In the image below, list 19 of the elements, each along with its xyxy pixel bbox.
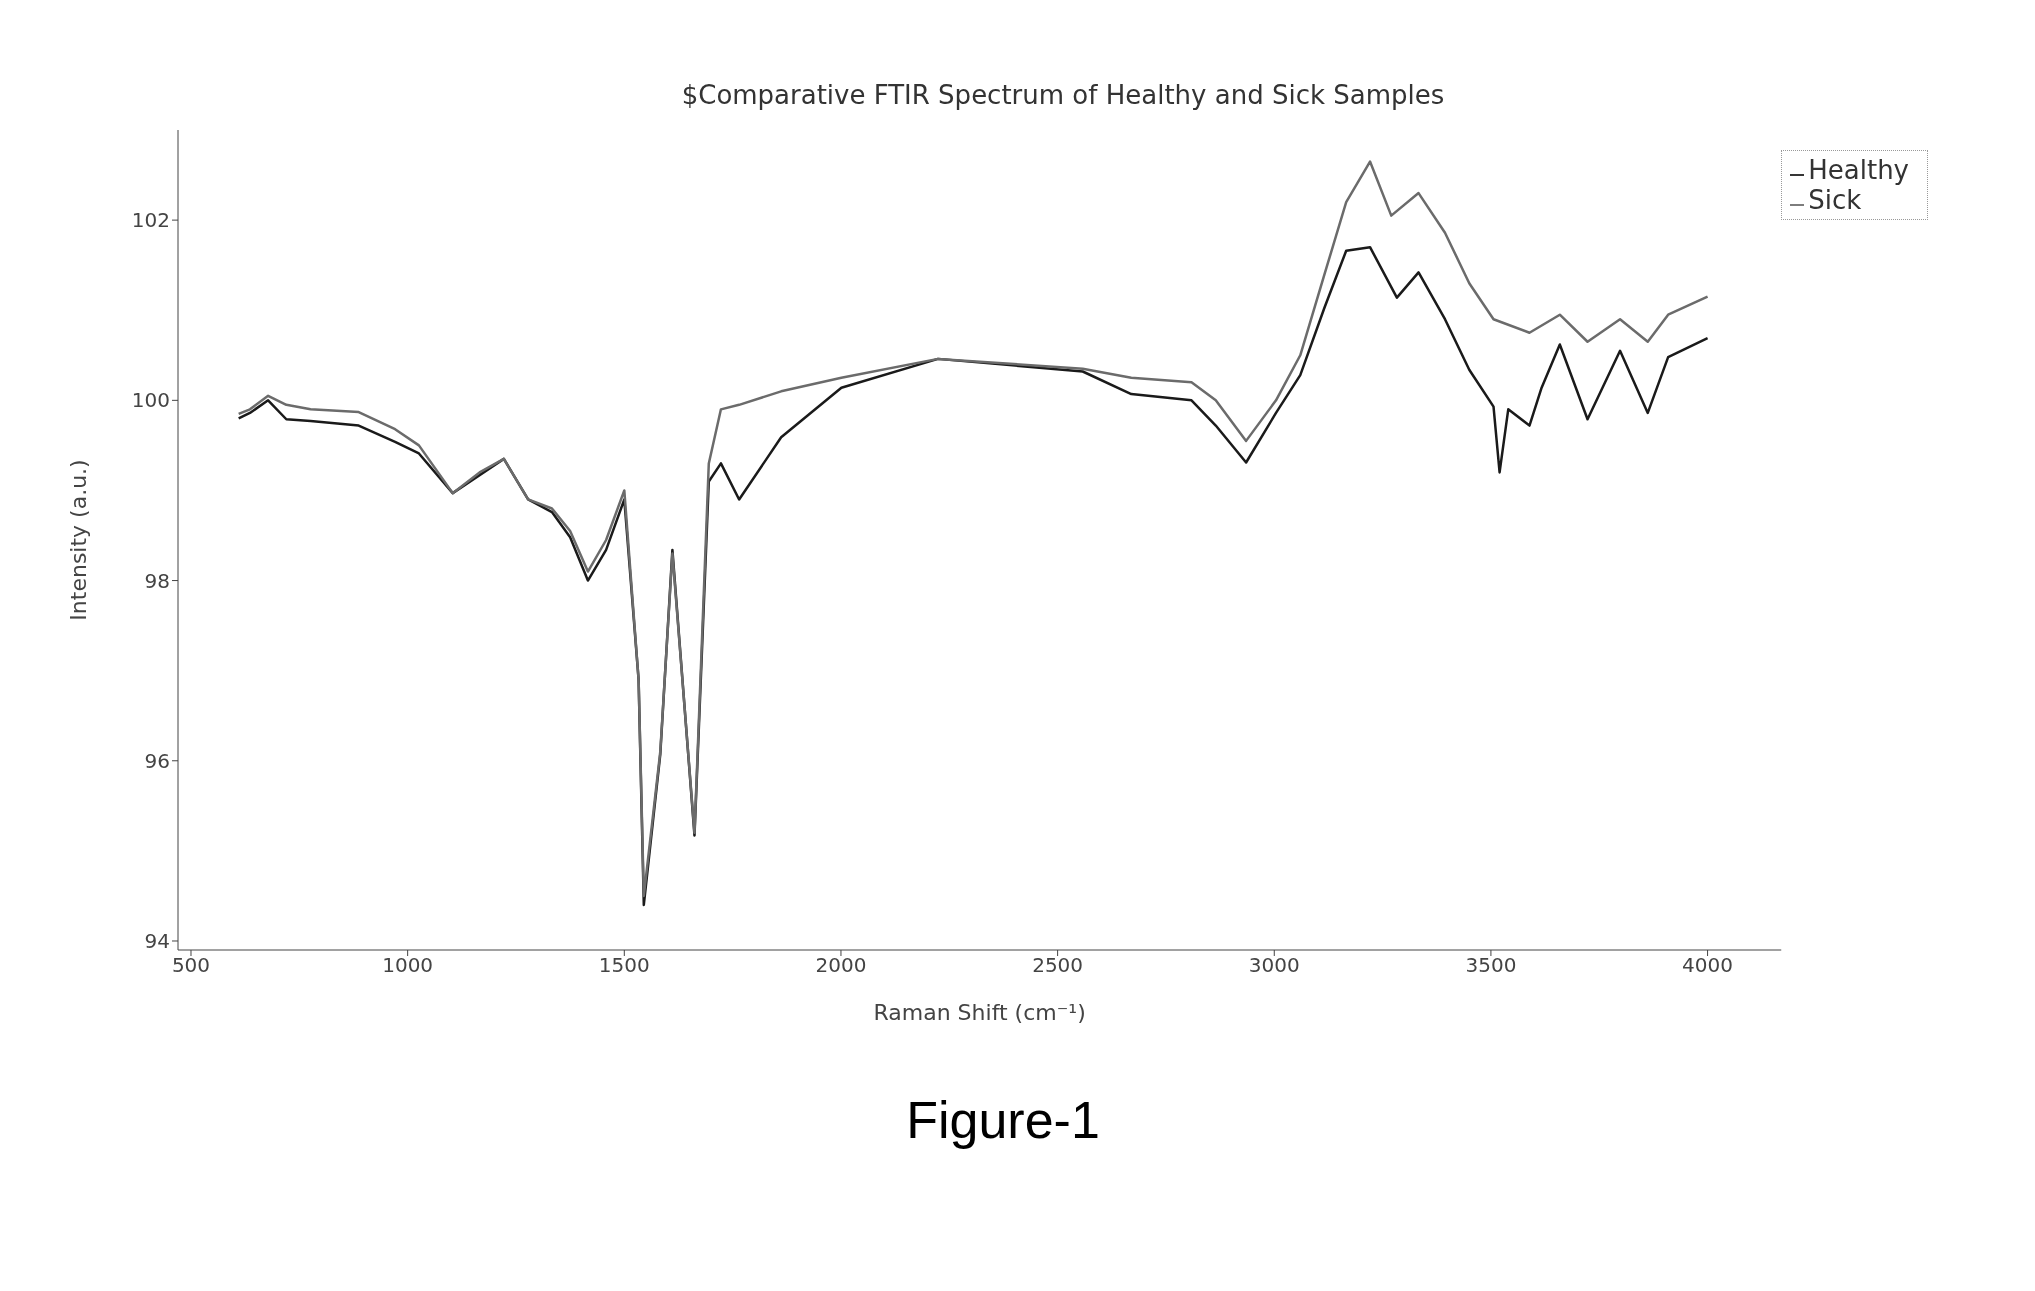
x-tick-label: 3000: [1248, 953, 1300, 978]
x-tick-label: 500: [171, 953, 211, 978]
x-tick-label: 2500: [1032, 953, 1084, 978]
text: Figure-1: [905, 1090, 1101, 1150]
chart-title: $Comparative FTIR Spectrum of Healthy and Sick Samples: [680, 80, 1446, 110]
x-axis-title: Raman Shift (cm⁻¹): [873, 1000, 1086, 1025]
y-tick-label: 102: [131, 208, 170, 233]
x-tick-label: 1500: [598, 953, 650, 978]
y-tick-label: 94: [144, 929, 170, 954]
x-tick-label: 4000: [1682, 953, 1734, 978]
x-tick-label: 1000: [382, 953, 434, 978]
y-tick-label: 100: [131, 388, 170, 413]
y-tick-label: 98: [144, 568, 170, 593]
legend-label: Sick: [1808, 185, 1862, 215]
x-tick-label: 2000: [815, 953, 867, 978]
legend-label: Healthy: [1808, 155, 1909, 185]
x-tick-label: 3500: [1465, 953, 1517, 978]
y-tick-label: 96: [144, 748, 170, 773]
y-axis-title: Intensity (a.u.): [65, 459, 91, 621]
